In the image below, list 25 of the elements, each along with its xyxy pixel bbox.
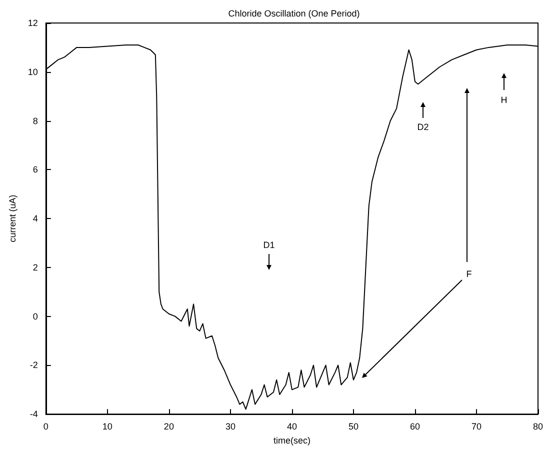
x-tick-label: 40 <box>286 422 297 432</box>
y-tick-label: 10 <box>28 66 38 77</box>
chart-title: Chloride Oscillation (One Period) <box>228 8 360 18</box>
x-tick-label: 10 <box>102 422 112 432</box>
y-tick-label: 0 <box>32 311 38 322</box>
x-tick-label: 0 <box>43 422 48 432</box>
y-tick-label: 12 <box>28 18 38 28</box>
x-tick-label: 50 <box>348 422 358 432</box>
x-tick-label: 80 <box>532 422 544 432</box>
y-tick-label: -4 <box>30 409 38 420</box>
annotation: F <box>466 269 472 279</box>
y-tick-label: -2 <box>30 360 38 370</box>
x-axis-title: time(sec) <box>273 436 310 446</box>
y-tick-label: 6 <box>32 164 38 175</box>
annotation: D2 <box>417 122 429 132</box>
x-tick-label: 60 <box>410 422 420 432</box>
y-tick-label: 2 <box>32 262 38 272</box>
x-tick-label: 20 <box>164 422 174 432</box>
y-tick-label: 8 <box>32 116 38 126</box>
annotation: H <box>500 95 508 105</box>
x-tick-label: 30 <box>225 422 236 432</box>
y-tick-label: 4 <box>32 214 38 224</box>
y-axis-title: current (uA) <box>8 194 18 242</box>
annotation: D1 <box>263 240 275 250</box>
x-tick-label: 70 <box>471 422 482 432</box>
